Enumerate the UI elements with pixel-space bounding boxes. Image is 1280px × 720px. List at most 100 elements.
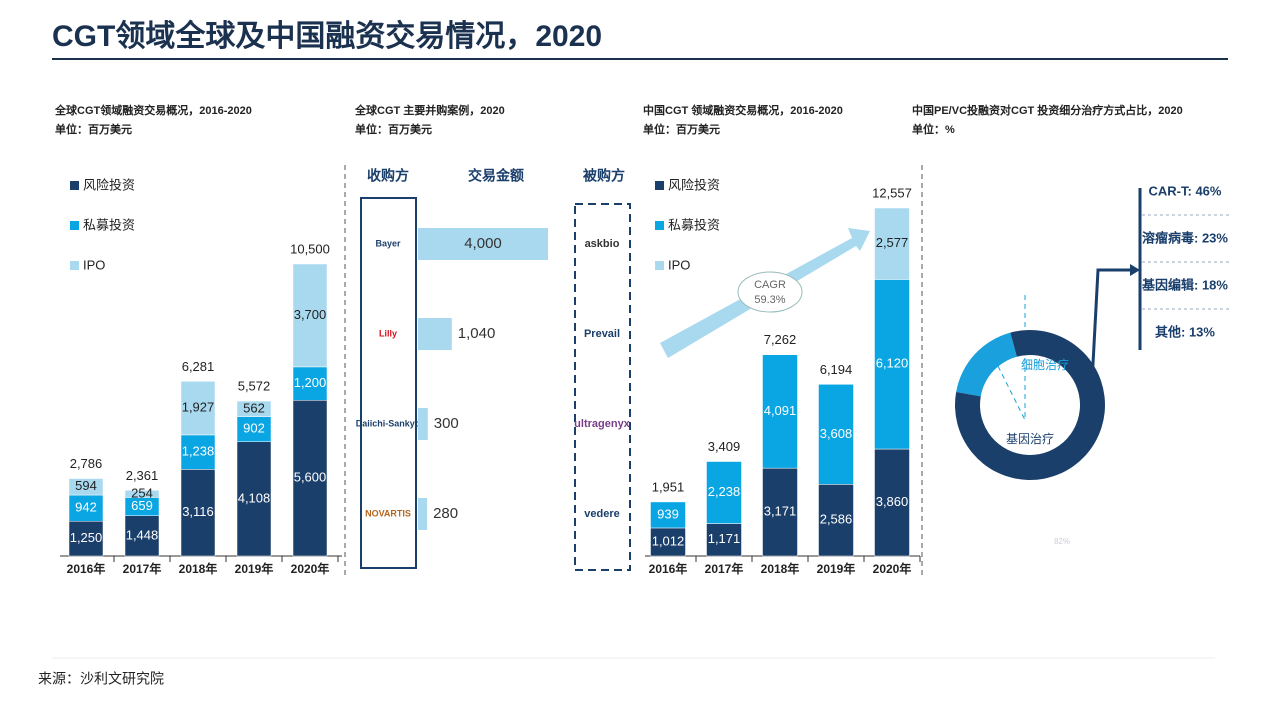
chart-subtitle: 中国PE/VC投融资对CGT 投资细分治疗方式占比，2020: [912, 103, 1183, 117]
value-label: 1,200: [294, 375, 327, 390]
value-label: 280: [433, 505, 458, 522]
target-logo: vedere: [584, 508, 619, 520]
cagr-label: CAGR: [754, 279, 786, 291]
bar-segment: [650, 501, 686, 529]
bar-segment: [236, 441, 272, 557]
bar-segment: [706, 461, 742, 524]
chart-unit: 单位：百万美元: [55, 122, 132, 136]
total-label: 12,557: [872, 185, 912, 200]
total-label: 1,951: [652, 479, 685, 494]
x-tick-label: 2018年: [761, 561, 800, 576]
bar-segment: [874, 448, 910, 557]
bar: [418, 408, 428, 440]
value-label: 902: [243, 421, 265, 436]
target-logo: askbio: [585, 238, 620, 250]
bar-segment: [180, 381, 216, 436]
value-label: 942: [75, 500, 97, 515]
x-tick-label: 2018年: [179, 561, 218, 576]
acquirer-box: [360, 197, 417, 569]
bar-segment: [762, 354, 798, 469]
value-label: 1,040: [458, 325, 496, 342]
value-label: 1,927: [182, 400, 215, 415]
category-label: 细胞治疗: [1021, 358, 1069, 372]
legend-label: IPO: [668, 257, 690, 272]
donut-slice: [956, 332, 1017, 397]
value-label: 2,586: [820, 512, 853, 527]
legend-label: 风险投资: [83, 177, 135, 192]
donut-slice: [955, 330, 1105, 480]
bar-segment: [236, 416, 272, 443]
slide-title: CGT领域全球及中国融资交易情况，2020: [52, 19, 602, 53]
value-label: 659: [131, 498, 153, 513]
legend-swatch: [655, 261, 664, 270]
acquirer-logo: Bayer: [375, 238, 401, 248]
legend-swatch: [70, 221, 79, 230]
bar-segment: [874, 207, 910, 280]
chart-subtitle: 中国CGT 领域融资交易概况，2016-2020: [643, 103, 843, 117]
value-label: 1,250: [70, 530, 103, 545]
legend-swatch: [655, 181, 664, 190]
total-label: 2,786: [70, 456, 103, 471]
legend-label: 风险投资: [668, 177, 720, 192]
legend-swatch: [70, 181, 79, 190]
source: 来源：沙利文研究院: [38, 671, 164, 687]
value-label: 3,860: [876, 494, 909, 509]
breakdown-label: 基因编辑: 18%: [1141, 277, 1228, 292]
total-label: 2,361: [126, 468, 159, 483]
breakdown-label: 其他: 13%: [1155, 324, 1215, 339]
bar-segment: [68, 494, 104, 522]
value-label: 2,238: [708, 484, 741, 499]
value-label: 1,238: [182, 444, 215, 459]
total-label: 6,194: [820, 362, 853, 377]
bar-segment: [292, 400, 328, 557]
connector-head: [1130, 264, 1140, 276]
legend-label: IPO: [83, 257, 105, 272]
value-label: 1,171: [708, 531, 741, 546]
chart-subtitle: 全球CGT领域融资交易概况，2016-2020: [54, 103, 252, 117]
bar-segment: [292, 366, 328, 401]
value-label: 939: [657, 506, 679, 521]
x-tick-label: 2020年: [291, 561, 330, 576]
bar-segment: [762, 467, 798, 557]
total-label: 5,572: [238, 378, 271, 393]
column-header: 交易金额: [468, 168, 524, 184]
breakdown-label: 溶瘤病毒: 23%: [1142, 230, 1228, 245]
value-label: 562: [243, 400, 265, 415]
bar-segment: [124, 515, 160, 557]
target-logo: Prevail: [584, 328, 620, 340]
bar-segment: [180, 469, 216, 557]
value-label: 82%: [1054, 537, 1070, 546]
bar-segment: [874, 279, 910, 450]
chart-unit: 单位：%: [912, 122, 955, 136]
x-tick-label: 2019年: [817, 561, 856, 576]
bar: [418, 318, 452, 350]
bar: [418, 498, 428, 530]
bar-segment: [292, 263, 328, 368]
chart-subtitle: 全球CGT 主要并购案例，2020: [354, 103, 505, 117]
value-label: 4,091: [764, 403, 797, 418]
chart-unit: 单位：百万美元: [355, 122, 432, 136]
bar: [418, 228, 548, 260]
value-label: 1,012: [652, 533, 685, 548]
value-label: 3,171: [764, 503, 797, 518]
acquirer-logo: Daiichi-Sankyo: [356, 418, 421, 428]
bar-segment: [650, 527, 686, 557]
total-label: 3,409: [708, 439, 741, 454]
value-label: 254: [131, 485, 153, 500]
x-tick-label: 2016年: [649, 561, 688, 576]
value-label: 3,700: [294, 307, 327, 322]
bar-segment: [68, 478, 104, 496]
acquirer-logo: NOVARTIS: [365, 508, 411, 518]
x-tick-label: 2016年: [67, 561, 106, 576]
value-label: 300: [434, 415, 459, 432]
value-label: 594: [75, 478, 97, 493]
total-label: 10,500: [290, 241, 330, 256]
cagr-bubble: [737, 271, 803, 313]
legend-label: 私募投资: [83, 217, 135, 232]
legend-swatch: [70, 261, 79, 270]
target-box: [574, 203, 631, 571]
category-label: 基因治疗: [1006, 432, 1054, 446]
legend-swatch: [655, 221, 664, 230]
value-label: 3,608: [820, 426, 853, 441]
target-logo: ultragenyx: [574, 418, 631, 430]
